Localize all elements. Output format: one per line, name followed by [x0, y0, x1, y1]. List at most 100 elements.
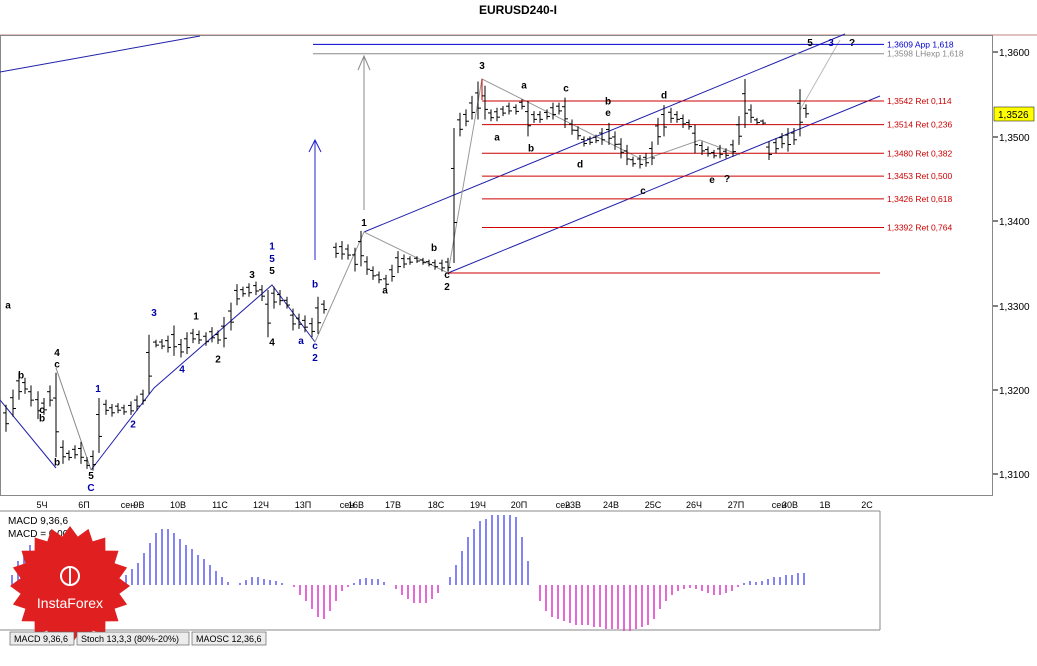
tab-stoch[interactable]	[76, 631, 190, 646]
price-bar	[10, 389, 16, 417]
price-bar	[544, 109, 550, 120]
price-bar	[593, 134, 599, 144]
price-bar	[3, 404, 9, 432]
price-bar	[389, 264, 395, 282]
wave-label: 5	[269, 266, 275, 277]
time-tick-label: сен	[772, 500, 787, 510]
price-bar	[760, 119, 766, 125]
price-bar	[53, 372, 59, 458]
price-bar	[519, 99, 525, 110]
price-bar	[773, 138, 779, 154]
blue-arrow-icon	[308, 138, 322, 153]
price-bar	[723, 148, 729, 159]
wave-label: c	[54, 360, 60, 371]
wave-label: a	[5, 301, 11, 312]
fib-level-label: 1,3514 Ret 0,236	[887, 120, 952, 130]
price-bar	[96, 398, 102, 453]
price-bar	[730, 139, 736, 157]
wave-label: a	[494, 133, 500, 144]
price-bar	[742, 79, 748, 128]
time-tick-label: 5Ч	[36, 500, 47, 510]
wave-label: e	[605, 108, 611, 119]
wave-label: d	[661, 90, 667, 101]
price-bar	[748, 104, 754, 123]
price-bar	[680, 114, 686, 128]
time-tick-label: сен	[121, 500, 136, 510]
time-tick-label: 18С	[428, 500, 445, 510]
fib-level-label: 1,3542 Ret 0,114	[887, 96, 952, 106]
price-bar	[482, 85, 488, 120]
wave-label: 3	[479, 61, 485, 72]
price-bar	[333, 242, 339, 258]
wave-label: 2	[130, 420, 136, 431]
time-tick-label: сен	[340, 500, 355, 510]
tab-maosc[interactable]	[191, 631, 267, 646]
price-bar	[686, 119, 692, 130]
price-bar	[109, 403, 115, 417]
macd-label: MACD 9,36,6	[8, 516, 68, 527]
fib-level-label: 1,3392 Ret 0,764	[887, 223, 952, 233]
price-bar	[196, 330, 202, 345]
chart-title: EURUSD240-I	[479, 3, 557, 17]
price-bar	[60, 440, 66, 464]
price-bar	[221, 317, 227, 348]
wave-label: c	[563, 84, 569, 95]
price-bar	[531, 111, 537, 123]
time-tick-label: 27П	[728, 500, 744, 510]
price-bar	[121, 404, 127, 415]
time-tick-label: 2С	[861, 500, 873, 510]
wave-label: a	[521, 80, 527, 91]
price-bar	[259, 284, 265, 301]
price-bar	[84, 457, 90, 469]
price-bar	[234, 284, 240, 306]
price-bar	[66, 450, 72, 461]
price-bar	[184, 332, 190, 355]
price-bar	[72, 445, 78, 459]
price-bar	[655, 117, 661, 145]
price-bar	[165, 335, 171, 353]
price-bar	[246, 283, 252, 297]
fib-level-label: 1,3598 LHexp 1,618	[887, 49, 964, 59]
price-bar	[215, 330, 221, 345]
wave-label: c	[39, 405, 45, 416]
price-bar	[315, 296, 321, 334]
wave-label: 1	[269, 241, 275, 252]
price-bar	[779, 133, 785, 149]
wave-label: 2	[444, 282, 450, 293]
wave-label: b	[431, 243, 437, 254]
price-bar	[321, 300, 327, 314]
wave-label: a	[382, 285, 388, 296]
price-bar	[22, 377, 28, 394]
price-bar	[612, 131, 618, 150]
channel-lower-line	[447, 95, 881, 274]
price-tick-label: 1,3500	[999, 133, 1030, 144]
price-bar	[345, 244, 351, 260]
price-bar	[178, 338, 184, 358]
price-bar	[445, 257, 451, 272]
wave-label: 1	[361, 218, 367, 229]
price-bar	[16, 372, 22, 400]
price-bar	[426, 259, 432, 267]
price-bar	[296, 313, 302, 329]
price-bar	[240, 286, 246, 297]
price-bar	[463, 109, 469, 127]
price-bar	[370, 266, 376, 280]
tab-macd-label: MACD 9,36,6	[14, 634, 68, 644]
price-bar	[302, 315, 308, 333]
grey-arrow-icon	[357, 54, 371, 71]
wave-label: 2	[215, 355, 221, 366]
price-bar	[376, 271, 382, 284]
main-panel-frame	[0, 35, 993, 496]
tab-macd[interactable]	[9, 631, 75, 646]
wave-label: 1	[95, 384, 101, 395]
price-bar	[736, 116, 742, 145]
current-price-label: 1,3526	[998, 110, 1029, 121]
time-tick-label: 9В	[133, 500, 144, 510]
time-tick-label: 25С	[645, 500, 662, 510]
price-bar	[432, 259, 438, 270]
time-tick-label: 1В	[819, 500, 830, 510]
wave-correction-path	[55, 367, 92, 471]
price-bar	[395, 251, 401, 274]
